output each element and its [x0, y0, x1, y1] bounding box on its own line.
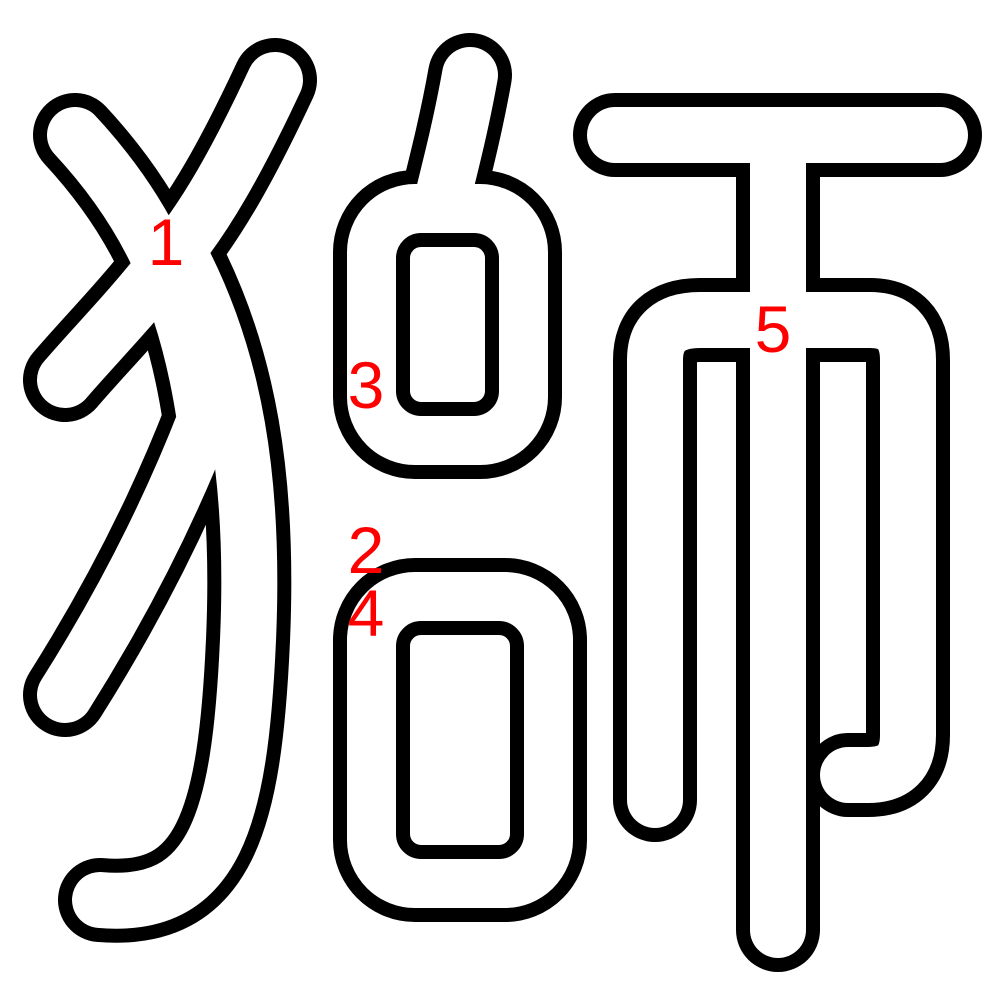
stroke-number-3: 3	[348, 348, 385, 422]
radical-hook-fill	[72, 227, 278, 929]
stroke-number-labels: 1 2 3 4 5	[148, 205, 792, 650]
right-left-vertical-fill	[627, 292, 936, 828]
middle-upper-box-inner	[396, 233, 499, 416]
stroke-number-1: 1	[148, 205, 185, 279]
stroke-number-4: 4	[348, 576, 385, 650]
stroke-number-2: 2	[348, 513, 385, 587]
radical-diagonal-fill	[37, 107, 233, 723]
stroke-number-5: 5	[755, 292, 792, 366]
box-inner-layer	[396, 233, 524, 859]
fill-layer	[37, 47, 968, 958]
middle-lower-box-inner	[396, 621, 524, 859]
middle-top-tick-fill	[414, 47, 498, 228]
